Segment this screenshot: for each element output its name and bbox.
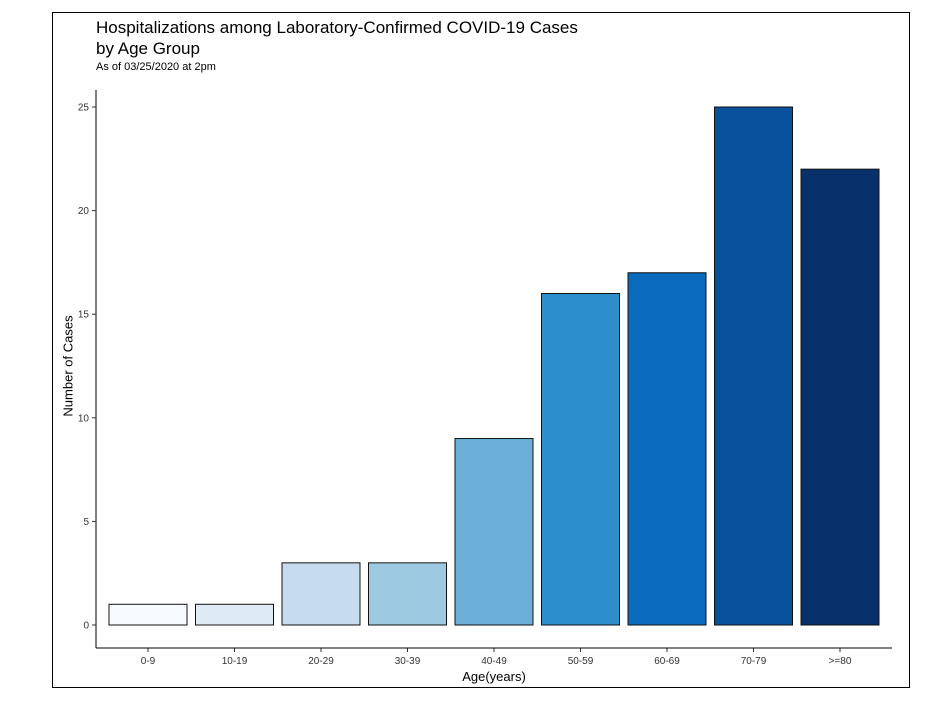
y-tick-label: 0 [83, 621, 89, 632]
y-tick-label: 15 [78, 310, 90, 321]
y-tick-label: 10 [78, 413, 90, 424]
x-axis-label: Age(years) [462, 669, 526, 684]
bar-40-49 [454, 438, 534, 626]
y-tick-label: 20 [78, 206, 90, 217]
x-tick-label: >=80 [829, 656, 852, 667]
x-tick-label: 20-29 [308, 656, 334, 667]
x-tick-label: 40-49 [481, 656, 507, 667]
x-tick-label: 60-69 [654, 656, 680, 667]
x-tick-label: 0-9 [141, 656, 156, 667]
chart-frame [52, 12, 910, 688]
x-tick-label: 70-79 [741, 656, 767, 667]
bar-60-69 [627, 272, 707, 626]
bar->=80 [800, 168, 880, 626]
bar-70-79 [714, 106, 793, 626]
bar-20-29 [281, 562, 361, 626]
chart-subtitle: As of 03/25/2020 at 2pm [96, 61, 216, 73]
bar-10-19 [195, 603, 274, 626]
chart-title: Hospitalizations among Laboratory-Confir… [96, 18, 578, 58]
axes-group: 0-9 10-19 20-29 30-39 40-49 50-59 60-69 70-79 >=… [78, 90, 892, 667]
y-tick-label: 25 [78, 103, 90, 114]
bar-30-39 [368, 562, 447, 626]
x-tick-label: 50-59 [568, 656, 594, 667]
bars-group [108, 106, 880, 626]
x-tick-label: 10-19 [222, 656, 248, 667]
y-tick-label: 5 [83, 517, 89, 528]
bar-0-9 [108, 603, 188, 626]
x-tick-label: 30-39 [395, 656, 421, 667]
bar-50-59 [541, 292, 620, 626]
